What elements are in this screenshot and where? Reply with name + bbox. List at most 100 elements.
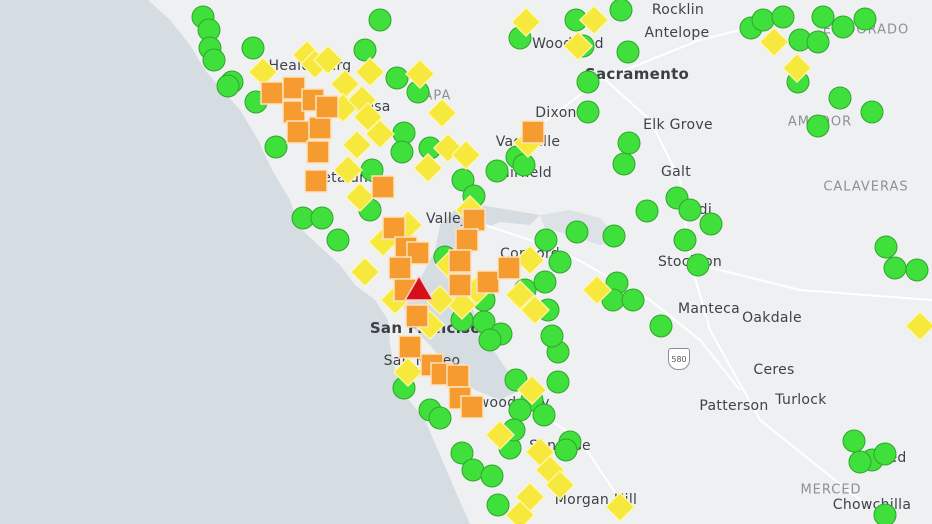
marker-good-circle[interactable]: [842, 429, 866, 453]
marker-moderate-diamond[interactable]: [905, 311, 932, 341]
marker-good-circle[interactable]: [428, 406, 452, 430]
marker-good-circle[interactable]: [310, 206, 334, 230]
marker-good-circle[interactable]: [806, 114, 830, 138]
marker-good-circle[interactable]: [699, 212, 723, 236]
marker-moderate-diamond[interactable]: [505, 280, 535, 310]
marker-good-circle[interactable]: [385, 66, 409, 90]
marker-unhealthy-sensitive-square[interactable]: [476, 270, 500, 294]
marker-good-circle[interactable]: [751, 8, 775, 32]
marker-moderate-diamond[interactable]: [405, 59, 435, 89]
marker-moderate-diamond[interactable]: [485, 420, 515, 450]
marker-moderate-diamond[interactable]: [427, 98, 457, 128]
marker-good-circle[interactable]: [486, 493, 510, 517]
marker-good-circle[interactable]: [831, 15, 855, 39]
marker-good-circle[interactable]: [353, 38, 377, 62]
marker-good-circle[interactable]: [548, 250, 572, 274]
marker-good-circle[interactable]: [264, 135, 288, 159]
marker-unhealthy-sensitive-square[interactable]: [448, 273, 472, 297]
marker-good-circle[interactable]: [504, 368, 528, 392]
marker-unhealthy-sensitive-square[interactable]: [521, 120, 545, 144]
marker-unhealthy-sensitive-square[interactable]: [405, 304, 429, 328]
marker-moderate-diamond[interactable]: [782, 53, 812, 83]
marker-unhealthy-sensitive-square[interactable]: [406, 241, 430, 265]
marker-good-circle[interactable]: [565, 220, 589, 244]
marker-moderate-diamond[interactable]: [451, 140, 481, 170]
marker-moderate-diamond[interactable]: [605, 492, 635, 522]
marker-moderate-diamond[interactable]: [545, 470, 575, 500]
marker-good-circle[interactable]: [241, 36, 265, 60]
marker-moderate-diamond[interactable]: [345, 182, 375, 212]
marker-good-circle[interactable]: [673, 228, 697, 252]
marker-unhealthy-sensitive-square[interactable]: [448, 249, 472, 273]
marker-unhealthy-sensitive-square[interactable]: [388, 256, 412, 280]
marker-moderate-diamond[interactable]: [759, 27, 789, 57]
marker-moderate-diamond[interactable]: [447, 290, 477, 320]
marker-good-circle[interactable]: [602, 224, 626, 248]
marker-good-circle[interactable]: [874, 235, 898, 259]
marker-good-circle[interactable]: [806, 30, 830, 54]
marker-good-circle[interactable]: [508, 398, 532, 422]
marker-good-circle[interactable]: [635, 199, 659, 223]
marker-good-circle[interactable]: [534, 228, 558, 252]
marker-moderate-diamond[interactable]: [425, 285, 455, 315]
marker-good-circle[interactable]: [828, 86, 852, 110]
marker-good-circle[interactable]: [368, 8, 392, 32]
marker-moderate-diamond[interactable]: [365, 119, 395, 149]
marker-good-circle[interactable]: [612, 152, 636, 176]
marker-good-circle[interactable]: [617, 131, 641, 155]
marker-good-circle[interactable]: [678, 198, 702, 222]
marker-good-circle[interactable]: [216, 74, 240, 98]
marker-unhealthy-sensitive-square[interactable]: [455, 228, 479, 252]
marker-good-circle[interactable]: [554, 438, 578, 462]
marker-moderate-diamond[interactable]: [505, 500, 535, 524]
marker-unhealthy-sensitive-square[interactable]: [371, 175, 395, 199]
marker-good-circle[interactable]: [576, 100, 600, 124]
marker-good-circle[interactable]: [485, 159, 509, 183]
marker-good-circle[interactable]: [202, 48, 226, 72]
marker-good-circle[interactable]: [771, 5, 795, 29]
marker-good-circle[interactable]: [450, 441, 474, 465]
marker-moderate-diamond[interactable]: [350, 257, 380, 287]
marker-unhealthy-triangle[interactable]: [403, 274, 435, 301]
marker-moderate-diamond[interactable]: [248, 57, 278, 87]
marker-moderate-diamond[interactable]: [517, 375, 547, 405]
marker-good-circle[interactable]: [576, 70, 600, 94]
marker-moderate-diamond[interactable]: [520, 295, 550, 325]
marker-good-circle[interactable]: [478, 328, 502, 352]
marker-moderate-diamond[interactable]: [582, 275, 612, 305]
marker-good-circle[interactable]: [853, 7, 877, 31]
marker-moderate-diamond[interactable]: [515, 245, 545, 275]
marker-good-circle[interactable]: [390, 140, 414, 164]
marker-good-circle[interactable]: [540, 324, 564, 348]
marker-unhealthy-sensitive-square[interactable]: [286, 120, 310, 144]
marker-unhealthy-sensitive-square[interactable]: [304, 169, 328, 193]
marker-good-circle[interactable]: [649, 314, 673, 338]
marker-moderate-diamond[interactable]: [355, 57, 385, 87]
marker-unhealthy-sensitive-square[interactable]: [462, 208, 486, 232]
marker-moderate-diamond[interactable]: [563, 31, 593, 61]
marker-good-circle[interactable]: [532, 403, 556, 427]
marker-good-circle[interactable]: [686, 253, 710, 277]
marker-moderate-diamond[interactable]: [333, 155, 363, 185]
marker-moderate-diamond[interactable]: [511, 7, 541, 37]
marker-unhealthy-sensitive-square[interactable]: [308, 116, 332, 140]
marker-unhealthy-sensitive-square[interactable]: [446, 364, 470, 388]
marker-unhealthy-sensitive-square[interactable]: [382, 216, 406, 240]
marker-good-circle[interactable]: [512, 153, 536, 177]
marker-good-circle[interactable]: [848, 450, 872, 474]
marker-unhealthy-sensitive-square[interactable]: [497, 256, 521, 280]
marker-good-circle[interactable]: [883, 256, 907, 280]
marker-moderate-diamond[interactable]: [579, 5, 609, 35]
marker-moderate-diamond[interactable]: [413, 153, 443, 183]
marker-good-circle[interactable]: [546, 370, 570, 394]
marker-moderate-diamond[interactable]: [342, 130, 372, 160]
marker-good-circle[interactable]: [533, 270, 557, 294]
marker-good-circle[interactable]: [621, 288, 645, 312]
marker-good-circle[interactable]: [905, 258, 929, 282]
marker-good-circle[interactable]: [480, 464, 504, 488]
marker-good-circle[interactable]: [616, 40, 640, 64]
marker-good-circle[interactable]: [326, 228, 350, 252]
marker-unhealthy-sensitive-square[interactable]: [398, 335, 422, 359]
marker-unhealthy-sensitive-square[interactable]: [315, 95, 339, 119]
marker-unhealthy-sensitive-square[interactable]: [282, 76, 306, 100]
